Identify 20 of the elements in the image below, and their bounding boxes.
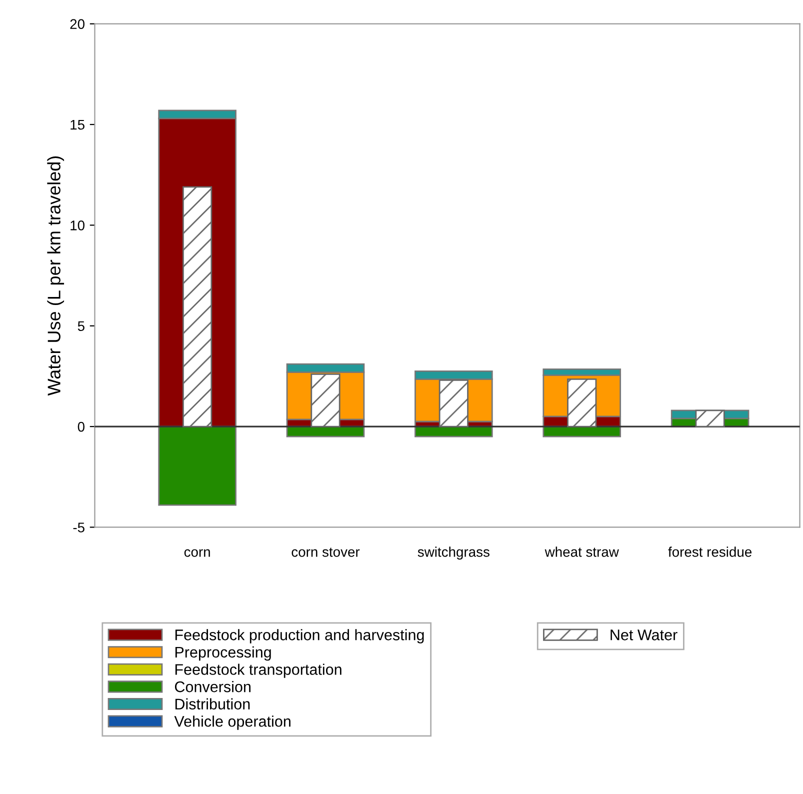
y-tick-label: -5 xyxy=(73,522,84,532)
x-tick-label: corn stover xyxy=(292,548,360,557)
y-tick-label: 20 xyxy=(70,19,84,29)
x-tick-label: wheat straw xyxy=(544,546,619,557)
y-tick-label: 15 xyxy=(70,120,84,130)
legend-label: Vehicle operation xyxy=(174,716,290,730)
y-axis-title: Water Use (L per km traveled) xyxy=(47,156,64,396)
y-tick-label: 10 xyxy=(70,220,84,230)
bar xyxy=(158,426,236,506)
legend-label: Conversion xyxy=(174,680,250,692)
x-tick-label: corn xyxy=(184,549,210,557)
legend-label: Distribution xyxy=(175,698,250,710)
y-tick-label: 5 xyxy=(78,321,84,332)
legend-label: Net Water xyxy=(610,630,678,640)
legend-label: Preprocessing xyxy=(175,646,271,661)
legend-label: Feedstock transportation xyxy=(175,664,342,678)
y-tick-label: 0 xyxy=(78,422,84,432)
x-tick-label: switchgrass xyxy=(418,546,490,560)
legend-label: Feedstock production and harvesting xyxy=(175,629,424,644)
x-tick-label: forest residue xyxy=(668,546,752,557)
